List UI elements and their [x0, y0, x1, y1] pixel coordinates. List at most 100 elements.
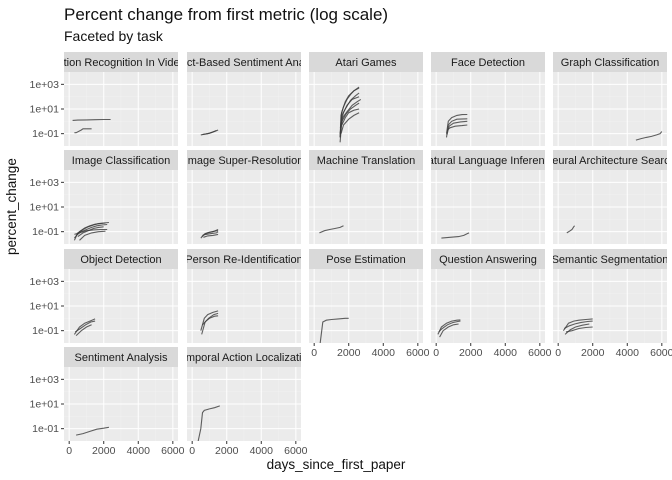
facet-strip-label: Face Detection — [451, 57, 525, 69]
x-tick-label: 0 — [555, 347, 561, 359]
series-line — [75, 426, 109, 436]
facet-strip-label: Sentiment Analysis — [75, 352, 168, 364]
x-tick-label: 2000 — [215, 445, 239, 457]
facet-strip — [309, 52, 423, 72]
facet-strip-label: Neural Architecture Search — [544, 155, 672, 167]
y-tick-label: 1e-01 — [32, 325, 59, 337]
series-line — [72, 118, 111, 121]
x-tick-label: 0 — [433, 347, 439, 359]
facet-panel: Temporal Action Localization 0 2000 4000 600… — [174, 347, 313, 457]
facet-strip — [64, 249, 178, 269]
series-line — [635, 131, 663, 141]
series-line — [200, 310, 219, 331]
facet-strip-label: Atari Games — [335, 57, 397, 69]
facet-strip-label: Object Detection — [80, 254, 161, 266]
x-tick-label: 4000 — [494, 347, 518, 359]
x-tick-label: 2000 — [581, 347, 605, 359]
series-line — [566, 225, 576, 234]
series-line — [201, 312, 219, 335]
series-line — [441, 232, 470, 239]
x-tick-label: 2000 — [459, 347, 483, 359]
facet-strip-label: Pose Estimation — [326, 254, 405, 266]
facet-strip-label: Aspect-Based Sentiment Analysis — [162, 57, 327, 69]
y-tick-label: 1e+03 — [30, 177, 60, 189]
facet-strip — [64, 347, 178, 367]
facet-panel: Aspect-Based Sentiment Analysis — [162, 52, 327, 146]
series-line — [341, 108, 360, 126]
facet-strip — [431, 249, 545, 269]
facet-panel: Image Super-Resolution — [185, 150, 304, 244]
facet-strip-label: Natural Language Inference — [420, 155, 556, 167]
y-axis-label: percent_change — [4, 158, 19, 255]
facet-strip-label: Semantic Segmentation — [552, 254, 669, 266]
facet-strip — [309, 150, 423, 170]
x-axis-label: days_since_first_paper — [266, 457, 406, 472]
chart-title: Percent change from first metric (log sc… — [64, 5, 389, 24]
facet-strip — [64, 150, 178, 170]
series-line — [562, 318, 593, 332]
facet-strip-label: Action Recognition In Videos — [51, 57, 192, 69]
series-line — [447, 124, 468, 131]
facet-strip — [187, 150, 301, 170]
series-line — [73, 318, 96, 335]
series-line — [438, 320, 461, 333]
y-tick-label: 1e-01 — [32, 226, 59, 238]
series-line — [197, 405, 220, 441]
facet-panel: Action Recognition In Videos 1e-01 1e+01 1e… — [30, 52, 192, 146]
facet-panel: Sentiment Analysis 1e-01 1e+01 1e+03 0 2000 40… — [30, 347, 185, 457]
x-tick-label: 6000 — [528, 347, 552, 359]
series-line — [74, 128, 92, 134]
series-line — [77, 226, 104, 238]
series-line — [74, 320, 96, 333]
y-tick-label: 1e+03 — [30, 79, 60, 91]
y-tick-label: 1e+03 — [30, 276, 60, 288]
series-line — [340, 96, 360, 122]
y-tick-label: 1e-01 — [32, 128, 59, 140]
series-line — [319, 225, 344, 234]
series-line — [445, 113, 468, 134]
chart-subtitle: Faceted by task — [64, 28, 163, 44]
facet-strip-label: Machine Translation — [317, 155, 415, 167]
y-tick-label: 1e+01 — [30, 301, 60, 313]
y-tick-label: 1e+01 — [30, 104, 60, 116]
facet-strip — [553, 150, 667, 170]
x-tick-label: 6000 — [406, 347, 430, 359]
series-line — [437, 319, 461, 335]
x-tick-label: 4000 — [127, 445, 151, 457]
x-tick-label: 6000 — [650, 347, 672, 359]
facet-strip-label: Image Super-Resolution — [185, 155, 304, 167]
facet-strip-label: Person Re-Identification — [185, 254, 302, 266]
y-tick-label: 1e+01 — [30, 202, 60, 214]
facet-strip — [187, 347, 301, 367]
facet-panel: Object Detection 1e-01 1e+01 1e+03 — [30, 249, 178, 343]
series-line — [319, 317, 349, 343]
facet-strip-label: Image Classification — [72, 155, 170, 167]
facet-panel: Face Detection — [431, 52, 545, 146]
facet-strip-label: Graph Classification — [561, 57, 659, 69]
x-tick-label: 4000 — [616, 347, 640, 359]
series-line — [202, 231, 219, 236]
facet-panel: Semantic Segmentation 0 2000 4000 6000 — [552, 249, 672, 359]
facet-panel: Atari Games — [309, 52, 423, 146]
series-line — [439, 323, 459, 338]
x-tick-label: 6000 — [161, 445, 185, 457]
series-line — [565, 326, 593, 333]
series-line — [202, 315, 219, 326]
facet-panel: Graph Classification — [553, 52, 667, 146]
facet-strip — [553, 52, 667, 72]
facet-strip-label: Question Answering — [439, 254, 537, 266]
facet-strip — [431, 52, 545, 72]
series-line — [73, 222, 106, 239]
facet-strip — [309, 249, 423, 269]
facet-panel: Neural Architecture Search — [544, 150, 672, 244]
series-line — [563, 320, 593, 329]
series-line — [79, 230, 106, 241]
facet-strip — [187, 249, 301, 269]
facet-strip-label: Temporal Action Localization — [174, 352, 313, 364]
x-tick-label: 2000 — [337, 347, 361, 359]
facet-panel: Question Answering 0 2000 4000 6000 — [431, 249, 552, 359]
y-tick-label: 1e-01 — [32, 423, 59, 435]
y-tick-label: 1e+01 — [30, 399, 60, 411]
